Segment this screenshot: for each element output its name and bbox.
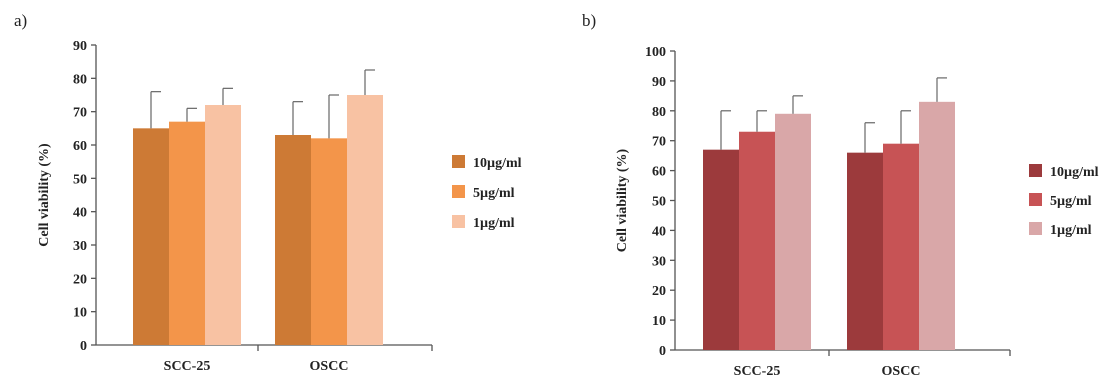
error-bar [328, 94, 339, 139]
legend-swatch [1029, 193, 1042, 206]
bar-scc-25-series-1 [703, 149, 739, 350]
legend-label: 5µg/ml [1050, 194, 1092, 209]
y-tick-label: 70 [73, 106, 87, 121]
legend-swatch [1029, 222, 1042, 235]
panel-label: b) [582, 11, 596, 30]
legend-label: 10µg/ml [473, 156, 522, 171]
error-bar [186, 107, 197, 122]
x-tick-label: SCC-25 [734, 364, 781, 379]
y-tick-label: 50 [652, 195, 666, 210]
bar-oscc-series-3 [919, 101, 955, 350]
legend-swatch [452, 155, 465, 168]
y-tick-label: 100 [645, 45, 666, 60]
x-tick-label: OSCC [882, 364, 921, 379]
y-tick-label: 90 [73, 39, 87, 54]
bar-scc-25-series-1 [133, 128, 169, 345]
y-tick-label: 20 [73, 272, 87, 287]
y-tick-label: 50 [73, 172, 87, 187]
error-bar [936, 77, 947, 102]
y-tick-label: 20 [652, 284, 666, 299]
legend-label: 5µg/ml [473, 186, 515, 201]
legend-item: 10µg/ml [1029, 164, 1099, 180]
y-tick-label: 40 [652, 224, 666, 239]
bar-oscc-series-3 [347, 95, 383, 345]
error-bar [150, 91, 161, 129]
error-bar [292, 101, 303, 135]
y-tick-label: 30 [73, 239, 87, 254]
legend-swatch [452, 185, 465, 198]
legend-label: 10µg/ml [1050, 165, 1099, 180]
legend-item: 10µg/ml [452, 155, 522, 171]
panel-label: a) [14, 11, 27, 30]
legend-item: 5µg/ml [452, 185, 515, 201]
error-bar [756, 110, 767, 132]
error-bar [222, 87, 233, 105]
legend-label: 1µg/ml [1050, 223, 1092, 238]
legend: 10µg/ml 5µg/ml 1µg/ml [1029, 164, 1099, 238]
error-bar [792, 95, 803, 114]
x-tick-label: SCC-25 [164, 359, 211, 374]
bar-scc-25-series-2 [739, 131, 775, 350]
legend-item: 1µg/ml [1029, 222, 1092, 238]
error-bar [720, 110, 731, 150]
legend-swatch [1029, 164, 1042, 177]
y-tick-label: 60 [652, 165, 666, 180]
y-tick-label: 30 [652, 254, 666, 269]
y-tick-label: 70 [652, 135, 666, 150]
x-tick-label: OSCC [310, 359, 349, 374]
y-tick-label: 40 [73, 206, 87, 221]
y-tick-label: 0 [80, 339, 87, 354]
error-bar [364, 69, 375, 95]
y-tick-label: 80 [652, 105, 666, 120]
legend-label: 1µg/ml [473, 216, 515, 231]
bar-oscc-series-1 [847, 152, 883, 350]
legend-swatch [452, 215, 465, 228]
bar-scc-25-series-2 [169, 121, 205, 346]
bar-oscc-series-2 [311, 138, 347, 345]
y-tick-label: 10 [652, 314, 666, 329]
bar-oscc-series-1 [275, 135, 311, 345]
y-tick-label: 90 [652, 75, 666, 90]
y-axis-label: Cell viability (%) [37, 143, 52, 247]
error-bar [864, 122, 875, 153]
chart-panel-1: a) Cell viability (%) 0 10 20 30 40 50 60 70 80 90 S… [14, 11, 522, 374]
legend: 10µg/ml 5µg/ml 1µg/ml [452, 155, 522, 231]
y-axis-label: Cell viability (%) [615, 148, 630, 252]
y-tick-label: 10 [73, 306, 87, 321]
bar-scc-25-series-3 [205, 105, 241, 345]
bar-scc-25-series-3 [775, 113, 811, 350]
y-tick-label: 0 [659, 344, 666, 359]
error-bar [900, 110, 911, 144]
legend-item: 1µg/ml [452, 215, 515, 231]
y-tick-label: 80 [73, 72, 87, 87]
bar-oscc-series-2 [883, 143, 919, 350]
y-tick-label: 60 [73, 139, 87, 154]
legend-item: 5µg/ml [1029, 193, 1092, 209]
chart-panel-2: b) Cell viability (%) 0 10 20 30 40 50 60 70 80 90 1… [582, 11, 1099, 379]
